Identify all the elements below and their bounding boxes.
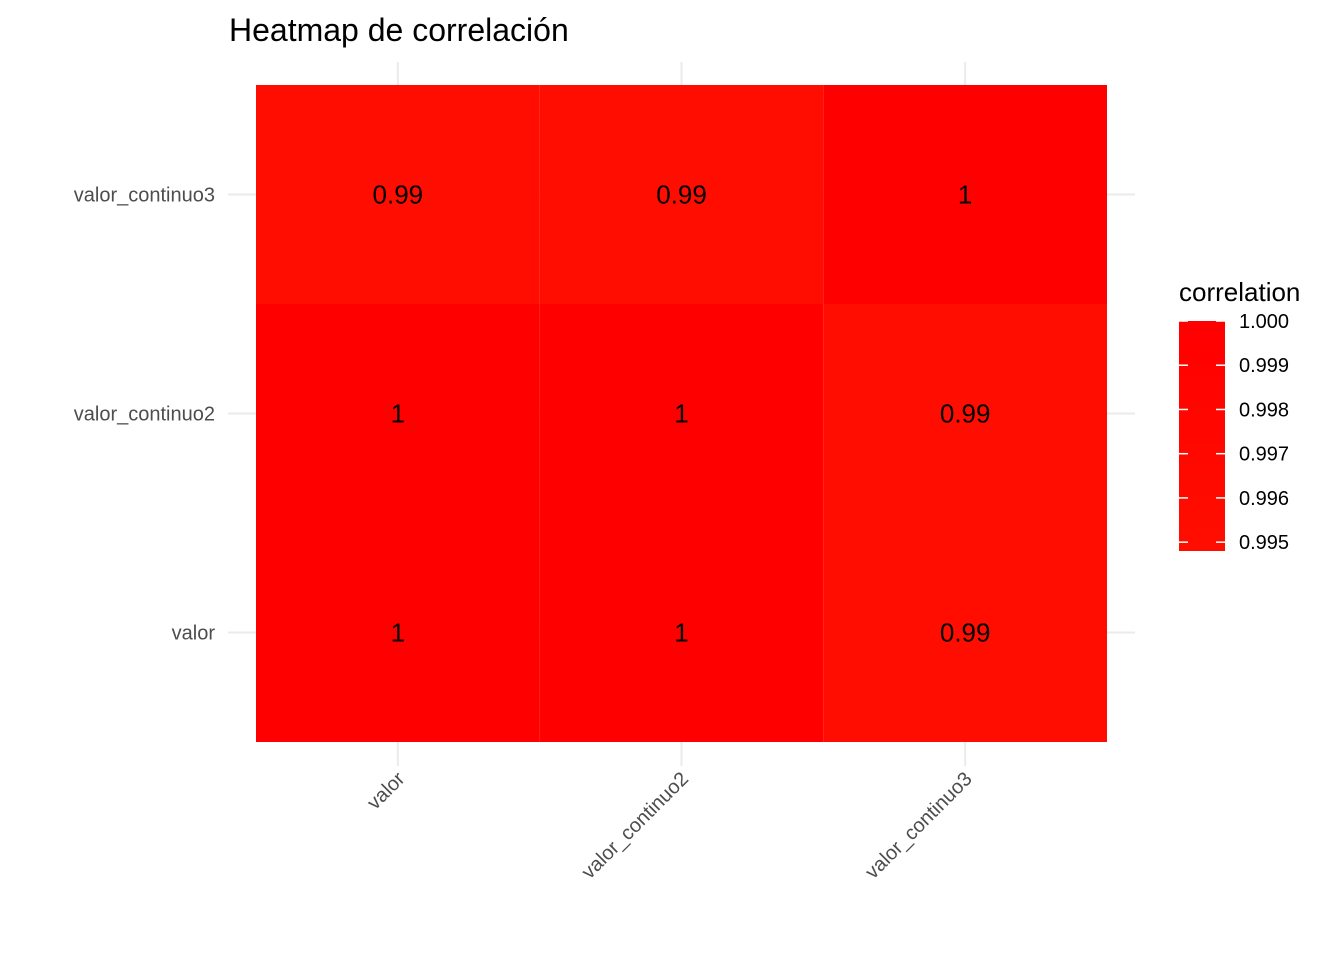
y-tick-label: valor_continuo3 bbox=[74, 185, 215, 207]
cell-value-label: 1 bbox=[674, 618, 688, 648]
cell-value-label: 1 bbox=[391, 399, 405, 429]
legend: correlation 1.000 0.999 0.998 0.997 0.996 0.9… bbox=[1179, 277, 1300, 554]
cell-value-label: 1 bbox=[674, 399, 688, 429]
heatmap-cell bbox=[539, 304, 824, 523]
x-tick-label: valor_continuo3 bbox=[861, 768, 976, 883]
cell-value-label: 1 bbox=[391, 618, 405, 648]
legend-tick-label: 0.996 bbox=[1239, 488, 1289, 510]
legend-tick-label: 0.997 bbox=[1239, 444, 1289, 466]
legend-tick-label: 0.995 bbox=[1239, 532, 1289, 554]
legend-tick-label: 0.998 bbox=[1239, 399, 1289, 421]
heatmap-cell bbox=[539, 523, 824, 742]
cell-value-label: 0.99 bbox=[373, 180, 424, 210]
cell-value-label: 0.99 bbox=[656, 180, 707, 210]
cell-value-label: 0.99 bbox=[940, 399, 991, 429]
y-tick-label: valor bbox=[172, 623, 216, 645]
cell-value-label: 0.99 bbox=[940, 618, 991, 648]
legend-title: correlation bbox=[1179, 277, 1300, 307]
y-axis: valor valor_continuo2 valor_continuo3 bbox=[74, 185, 216, 645]
x-axis: valor valor_continuo2 valor_continuo3 bbox=[363, 768, 977, 884]
cell-value-labels: 1 1 0.99 1 1 0.99 0.99 0.99 1 bbox=[373, 180, 991, 648]
legend-tick-label: 0.999 bbox=[1239, 355, 1289, 377]
y-tick-label: valor_continuo2 bbox=[74, 404, 215, 426]
heatmap-cells bbox=[256, 85, 1107, 742]
heatmap-cell bbox=[823, 523, 1107, 742]
heatmap-cell bbox=[256, 304, 540, 523]
heatmap-cell bbox=[539, 85, 824, 304]
cell-value-label: 1 bbox=[958, 180, 972, 210]
heatmap-cell bbox=[823, 85, 1107, 304]
legend-color-bar bbox=[1179, 321, 1225, 551]
heatmap-cell bbox=[256, 85, 540, 304]
legend-tick-label: 1.000 bbox=[1239, 311, 1289, 333]
chart-title: Heatmap de correlación bbox=[229, 12, 569, 48]
x-tick-label: valor bbox=[363, 768, 409, 814]
x-tick-label: valor_continuo2 bbox=[578, 768, 693, 883]
heatmap-cell bbox=[256, 523, 540, 742]
heatmap-cell bbox=[823, 304, 1107, 523]
